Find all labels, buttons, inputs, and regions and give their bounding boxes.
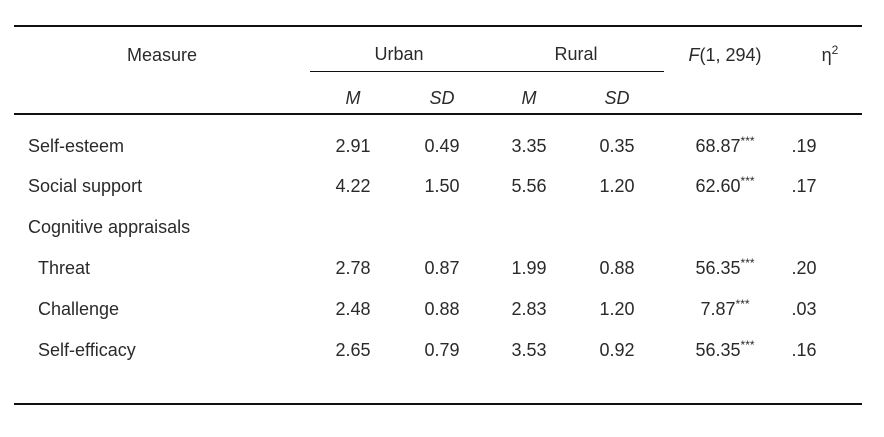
cell-urban-mean: 2.91 [335, 135, 371, 156]
cell-rural-mean: 2.83 [511, 299, 547, 319]
cell-urban-sd: 0.87 [424, 258, 460, 278]
f-degrees-of-freedom: (1, 294) [699, 44, 762, 65]
cell-urban-mean: 2.78 [335, 258, 371, 278]
col-group-rural: Rural [488, 25, 665, 72]
row-label: Self-esteem [28, 135, 125, 156]
table-row-cognitive-appraisals-section: Cognitive appraisals [14, 207, 862, 248]
cell-eta-squared: .19 [791, 135, 817, 156]
f-value: 68.87 [695, 135, 741, 156]
cell-eta-squared: .16 [786, 330, 863, 405]
cell-rural-sd: 0.88 [599, 258, 635, 278]
f-symbol: F [688, 44, 700, 65]
cell-f-value: 68.87*** [664, 114, 786, 166]
row-label: Threat [38, 258, 91, 278]
section-row-label: Cognitive appraisals [28, 217, 191, 237]
table-row-social-support: Social support 4.22 1.50 5.56 1.20 62.60… [14, 166, 862, 207]
cell-rural-mean: 5.56 [511, 176, 547, 196]
f-value: 7.87 [700, 299, 736, 319]
mean-label: M [345, 87, 361, 108]
cell-f-value: 7.87*** [664, 289, 786, 330]
anova-results-table: Measure Urban Rural F(1, 294) η2 M SD M … [14, 25, 863, 405]
cell-urban-sd: 0.49 [424, 135, 460, 156]
cell-f-value: 56.35*** [664, 330, 787, 405]
table-row-threat: Threat 2.78 0.87 1.99 0.88 56.35*** .20 [14, 248, 862, 289]
empty-cell [396, 207, 488, 248]
sd-label: SD [604, 87, 630, 108]
empty-cell [488, 207, 570, 248]
cell-eta-squared: .03 [791, 299, 817, 319]
f-value: 56.35 [695, 258, 741, 278]
col-header-rural-sd: SD [570, 71, 665, 115]
eta-exponent: 2 [831, 42, 839, 57]
significance-stars: *** [740, 337, 755, 352]
cell-urban-sd: 1.50 [424, 176, 460, 196]
header-row-groups: Measure Urban Rural F(1, 294) η2 [14, 25, 863, 72]
empty-header-cell [664, 71, 787, 115]
cell-f-value: 56.35*** [664, 248, 786, 289]
table-row-challenge: Challenge 2.48 0.88 2.83 1.20 7.87*** .0… [14, 289, 862, 330]
row-label: Challenge [38, 299, 120, 319]
col-header-urban-sd: SD [396, 71, 488, 115]
empty-header-cell [786, 71, 863, 115]
empty-cell [570, 207, 664, 248]
cell-rural-sd: 0.92 [570, 330, 665, 405]
col-header-urban-mean: M [310, 71, 396, 115]
cell-eta-squared: .17 [791, 176, 817, 196]
cell-rural-sd: 1.20 [599, 299, 635, 319]
col-header-rural-mean: M [488, 71, 570, 115]
col-header-measure: Measure [14, 25, 310, 71]
cell-rural-mean: 3.53 [488, 330, 570, 405]
cell-rural-sd: 1.20 [599, 176, 635, 196]
empty-cell [664, 207, 786, 248]
eta-symbol: η [821, 44, 832, 65]
row-label: Self-efficacy [14, 330, 310, 405]
cell-rural-mean: 3.35 [511, 135, 547, 156]
cell-rural-mean: 1.99 [511, 258, 547, 278]
f-value: 62.60 [695, 176, 741, 196]
cell-urban-mean: 2.65 [310, 330, 396, 405]
row-label: Social support [28, 176, 143, 196]
mean-label: M [521, 87, 537, 108]
col-header-f-statistic: F(1, 294) [664, 25, 787, 71]
significance-stars: *** [740, 174, 755, 188]
significance-stars: *** [735, 297, 750, 311]
cell-urban-mean: 4.22 [335, 176, 371, 196]
cell-urban-sd: 0.88 [424, 299, 460, 319]
cell-f-value: 62.60*** [664, 166, 786, 207]
cell-rural-sd: 0.35 [599, 135, 635, 156]
f-value: 56.35 [695, 339, 741, 360]
table-row-self-esteem: Self-esteem 2.91 0.49 3.35 0.35 68.87***… [14, 114, 862, 166]
col-header-eta-squared: η2 [786, 25, 863, 71]
cell-eta-squared: .20 [791, 258, 817, 278]
table-row-self-efficacy: Self-efficacy 2.65 0.79 3.53 0.92 56.35*… [14, 330, 863, 405]
header-row-statistics: M SD M SD [14, 71, 863, 115]
empty-cell [786, 207, 862, 248]
significance-stars: *** [740, 133, 755, 148]
cell-urban-sd: 0.79 [396, 330, 488, 405]
cell-urban-mean: 2.48 [335, 299, 371, 319]
col-group-urban: Urban [310, 25, 488, 72]
significance-stars: *** [740, 256, 755, 270]
sd-label: SD [429, 87, 455, 108]
empty-cell [310, 207, 396, 248]
empty-header-cell [14, 71, 310, 115]
